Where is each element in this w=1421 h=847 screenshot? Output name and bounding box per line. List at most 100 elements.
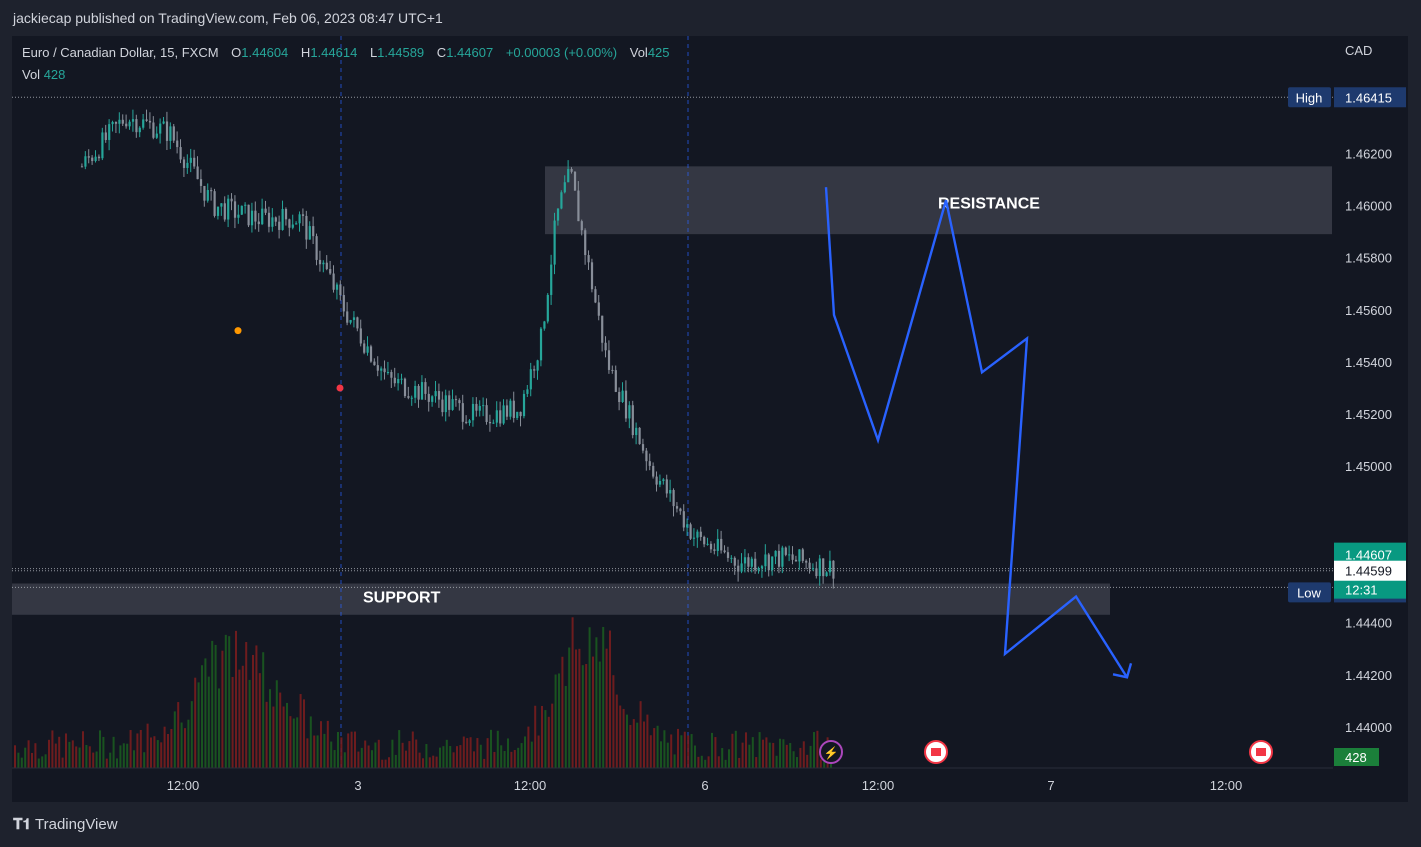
volume-bar	[143, 752, 146, 768]
open-value: 1.44604	[241, 45, 289, 60]
y-tick-label: 1.44400	[1345, 616, 1392, 631]
candle-body	[662, 479, 665, 481]
volume-bar	[755, 757, 758, 768]
volume-bar	[765, 737, 768, 768]
candle-body	[369, 346, 373, 362]
volume-bar	[354, 731, 356, 768]
volume-bar	[813, 732, 815, 768]
volume-bar	[214, 644, 217, 768]
volume-bar	[503, 750, 506, 768]
symbol-name[interactable]: Euro / Canadian Dollar, 15, FXCM	[22, 45, 219, 60]
projection-path[interactable]	[824, 187, 1129, 678]
candle-body	[621, 390, 624, 403]
volume-bar	[146, 723, 149, 768]
candle-body	[709, 543, 713, 550]
volume-bar	[605, 648, 608, 768]
candle-body	[359, 328, 362, 344]
candle-body	[128, 121, 131, 127]
volume-bar	[816, 730, 819, 768]
volume-bar	[483, 758, 486, 768]
volume-bar	[180, 722, 183, 768]
volume-bar	[364, 740, 367, 768]
candle-body	[811, 568, 815, 570]
volume-bar	[581, 665, 584, 768]
lightning-icon[interactable]	[819, 740, 843, 764]
candle-body	[118, 119, 121, 124]
candle-body	[777, 550, 781, 567]
volume-bar	[357, 751, 360, 768]
candle-body	[784, 547, 787, 555]
volume-bar	[466, 738, 469, 768]
candle-body	[206, 190, 209, 201]
candle-body	[165, 121, 169, 141]
volume-bar	[609, 630, 611, 768]
candle-body	[818, 558, 821, 577]
volume-bar	[252, 654, 254, 768]
volume-bar	[228, 636, 231, 768]
volume-bar	[796, 757, 798, 768]
volume-bar	[615, 694, 618, 768]
volume-bar	[646, 714, 649, 768]
price-chart[interactable]: RESISTANCE SUPPORT 12:00 3 12:00 6 12:00 7 12:00…	[12, 36, 1408, 802]
volume-bar	[575, 649, 577, 768]
vol-indicator-value: 428	[43, 67, 66, 82]
volume-bar	[173, 711, 176, 768]
currency-label[interactable]: CAD	[1345, 43, 1373, 58]
candle-body	[505, 405, 509, 417]
volume-bar	[105, 758, 108, 768]
candle-body	[135, 119, 138, 133]
candle-body	[189, 157, 192, 163]
candle-body	[155, 133, 158, 138]
candle-body	[424, 382, 427, 394]
volume-bar	[163, 726, 166, 768]
high-value: 1.44614	[310, 45, 358, 60]
change-value: +0.00003 (+0.00%)	[505, 45, 618, 60]
volume-bar	[758, 732, 761, 768]
candle-body	[131, 119, 135, 122]
candle-body	[471, 403, 475, 421]
volume-bar	[449, 746, 452, 768]
candle-body	[417, 385, 420, 400]
chart-area[interactable]: RESISTANCE SUPPORT 12:00 3 12:00 6 12:00 7 12:00…	[12, 36, 1408, 802]
volume-bar	[663, 730, 666, 768]
volume-bar	[218, 688, 220, 768]
tradingview-logo[interactable]: 𝐓𝟏 TradingView	[13, 816, 118, 833]
y-tick-label: 1.44200	[1345, 668, 1392, 683]
high-price-badge-bg	[1334, 87, 1406, 108]
candle-body	[172, 126, 175, 141]
volume-bar	[802, 741, 805, 768]
vol-indicator-label[interactable]: Vol	[22, 67, 41, 82]
volume-bar	[768, 742, 771, 768]
support-zone[interactable]	[12, 583, 1110, 615]
volume-bar	[92, 752, 95, 768]
candle-body	[271, 217, 274, 227]
volume-bar	[415, 739, 418, 768]
volume-bar	[408, 741, 411, 768]
x-tick-label: 7	[1047, 778, 1054, 793]
volume-bar	[717, 756, 720, 768]
volume-bar	[255, 645, 258, 768]
candle-body	[556, 208, 560, 221]
x-tick-label: 6	[701, 778, 708, 793]
high-label: H	[300, 45, 311, 60]
candle-body	[631, 405, 634, 436]
candle-body	[325, 262, 328, 270]
volume-bar	[775, 755, 778, 768]
candle-body	[573, 171, 577, 191]
candle-body	[366, 346, 369, 353]
volume-bar	[564, 685, 567, 768]
volume-bar	[425, 744, 428, 768]
current-price-value: 1.44607	[1345, 548, 1392, 563]
volume-bar	[231, 676, 234, 768]
candle-body	[509, 400, 512, 417]
candle-body	[577, 190, 580, 222]
candle-body	[179, 147, 182, 160]
volume-bar	[224, 634, 227, 768]
volume-bar	[221, 650, 224, 768]
y-tick-label: 1.45400	[1345, 355, 1392, 370]
candle-body	[519, 411, 522, 417]
candle-body	[597, 302, 600, 316]
volume-bar	[561, 656, 564, 768]
candle-body	[159, 123, 162, 134]
candle-body	[308, 226, 311, 240]
